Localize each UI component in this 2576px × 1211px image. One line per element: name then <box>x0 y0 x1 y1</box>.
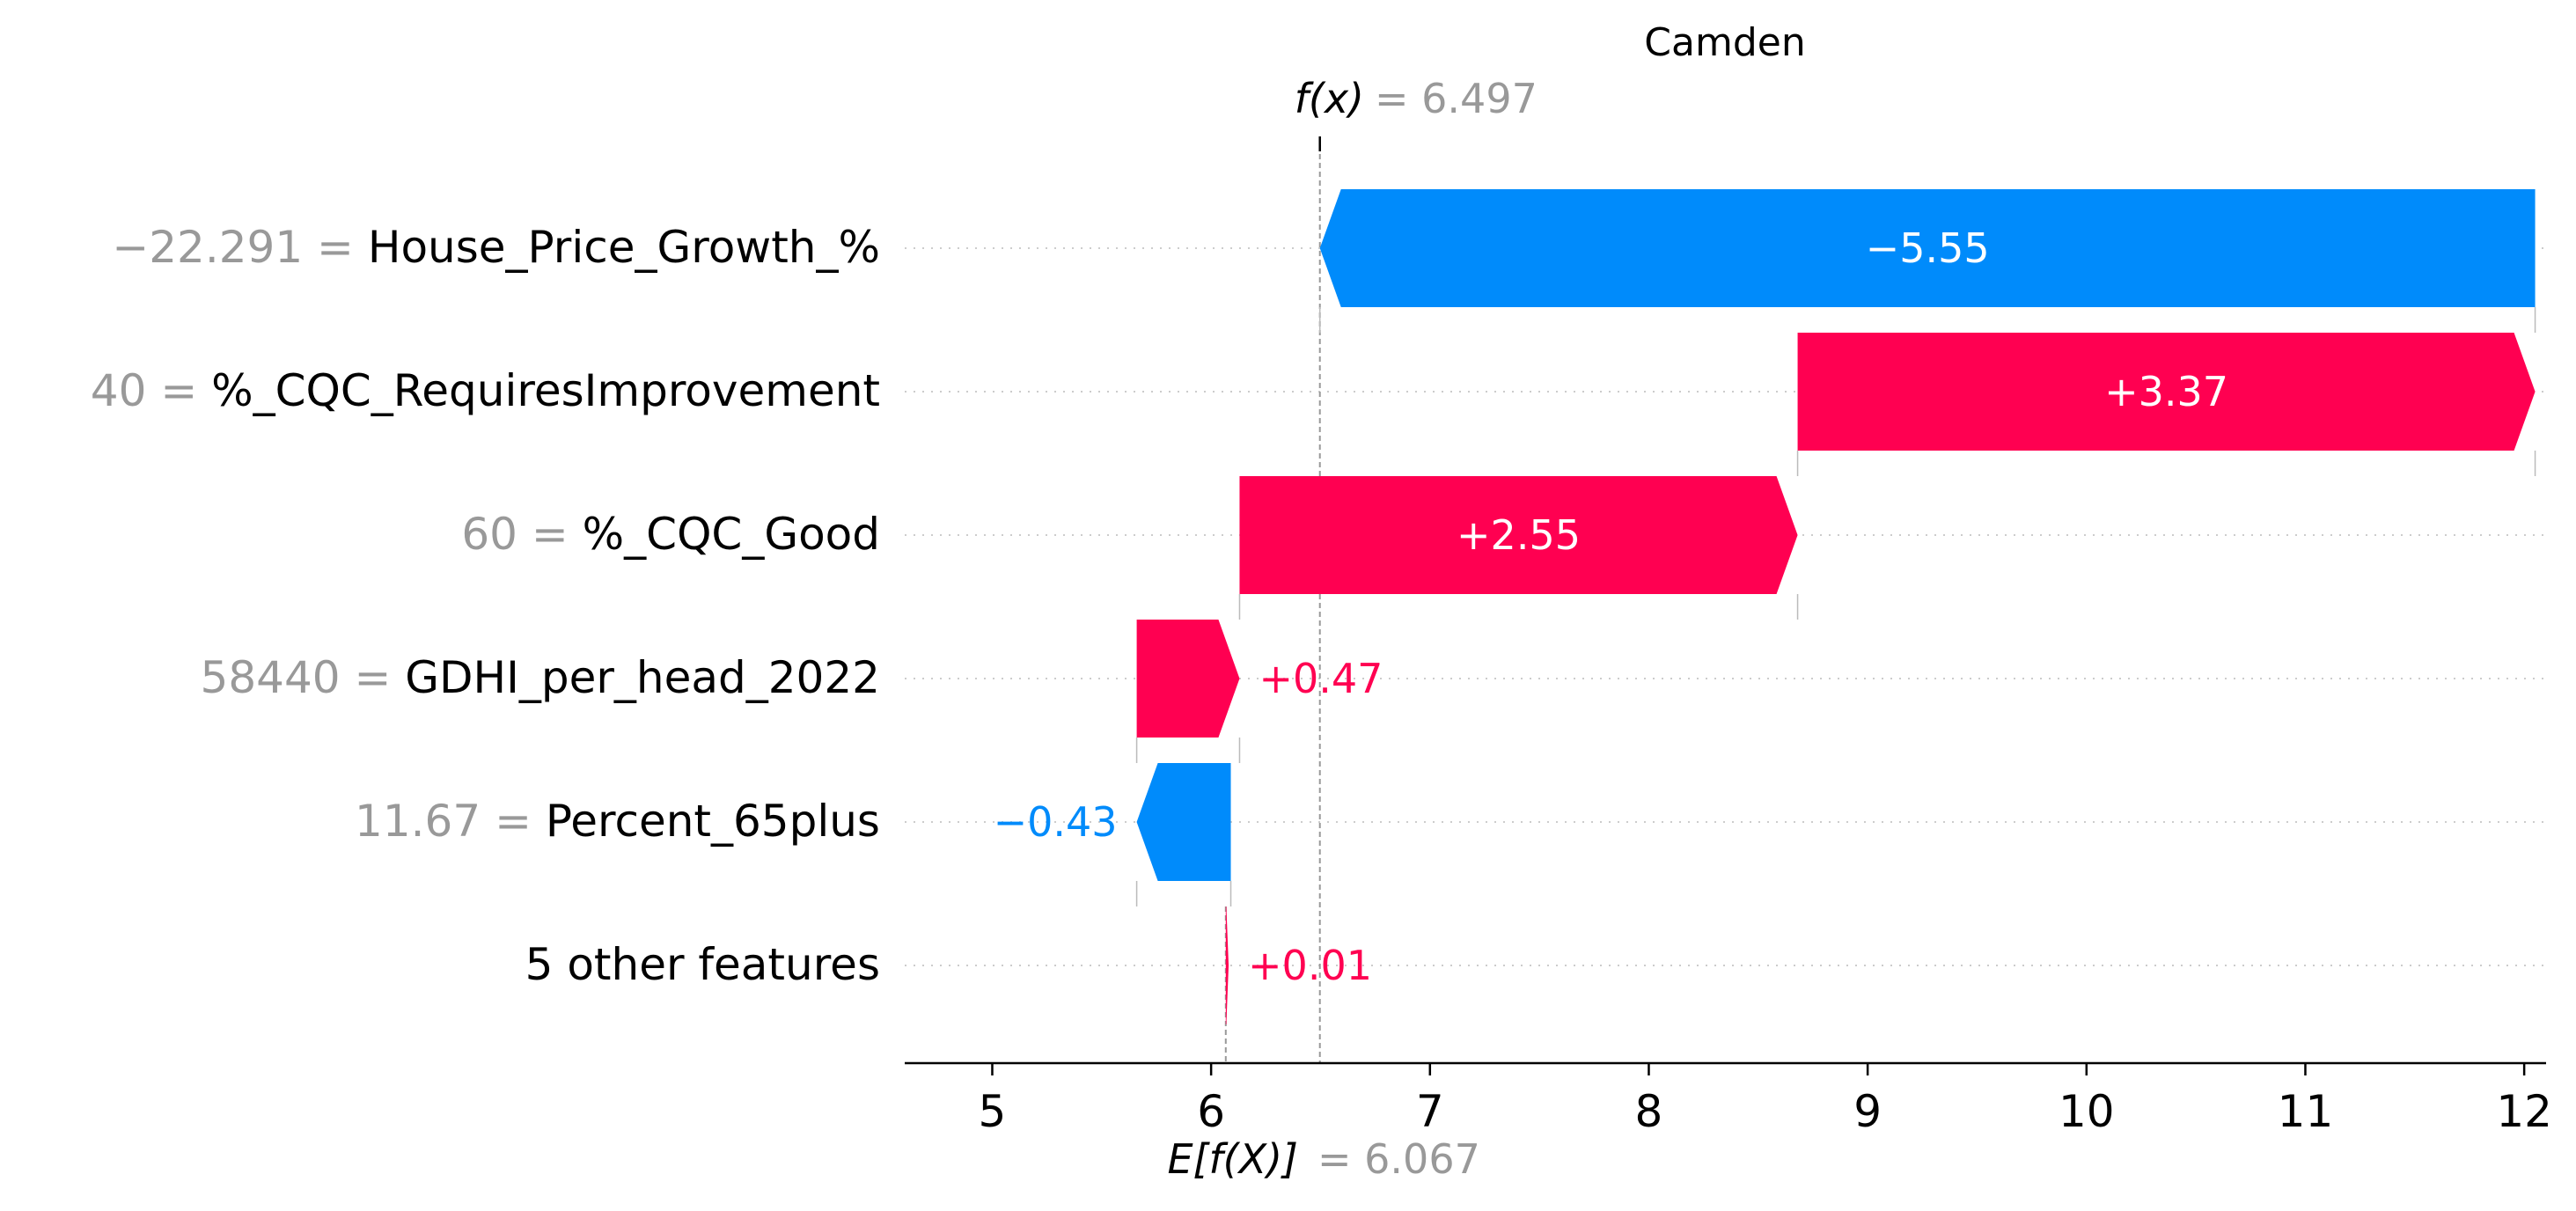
efx-annotation: E[f(X)] = 6.067 <box>1167 1135 1479 1183</box>
fx-annotation: f(x) = 6.497 <box>1295 75 1538 122</box>
x-tick-label: 6 <box>1197 1086 1225 1137</box>
feature-label: 5 other features <box>525 939 880 990</box>
positive-bar <box>1136 620 1240 738</box>
fx-label: f(x) <box>1295 75 1364 122</box>
positive-bar <box>1797 333 2536 451</box>
negative-bar <box>1136 763 1231 881</box>
feature-label: 60 = %_CQC_Good <box>461 509 880 560</box>
efx-value: = 6.067 <box>1317 1135 1480 1183</box>
chart-title: Camden <box>1644 20 1805 65</box>
contribution-label: +2.55 <box>1457 511 1581 559</box>
contribution-label: +0.01 <box>1248 942 1372 989</box>
positive-bar <box>1225 906 1229 1024</box>
contribution-label: −0.43 <box>994 798 1118 846</box>
x-tick-label: 11 <box>2278 1086 2334 1137</box>
contribution-label: +3.37 <box>2104 368 2228 415</box>
feature-labels: −22.291 = House_Price_Growth_% 40 = %_CQC… <box>91 222 880 990</box>
x-tick-label: 5 <box>979 1086 1007 1137</box>
bars: −5.55 +3.37 +2.55 +0.47 −0.43 +0.01 <box>994 189 2536 1024</box>
reference-lines <box>1135 136 2536 1063</box>
contribution-label: −5.55 <box>1866 224 1990 272</box>
x-tick-label: 10 <box>2059 1086 2115 1137</box>
feature-label: 40 = %_CQC_RequiresImprovement <box>91 365 880 416</box>
feature-label: −22.291 = House_Price_Growth_% <box>112 222 880 273</box>
contribution-label: +0.47 <box>1259 655 1383 702</box>
x-tick-label: 8 <box>1635 1086 1663 1137</box>
x-tick-label: 12 <box>2496 1086 2552 1137</box>
x-axis: 5 6 7 8 9 10 11 12 <box>905 1061 2552 1137</box>
feature-label: 58440 = GDHI_per_head_2022 <box>201 652 880 703</box>
negative-bar <box>1319 189 2536 307</box>
positive-bar <box>1239 476 1798 594</box>
efx-label: E[f(X)] <box>1167 1135 1298 1183</box>
feature-label: 11.67 = Percent_65plus <box>355 796 880 847</box>
x-tick-label: 7 <box>1416 1086 1444 1137</box>
fx-value: = 6.497 <box>1375 75 1538 122</box>
x-tick-label: 9 <box>1853 1086 1882 1137</box>
